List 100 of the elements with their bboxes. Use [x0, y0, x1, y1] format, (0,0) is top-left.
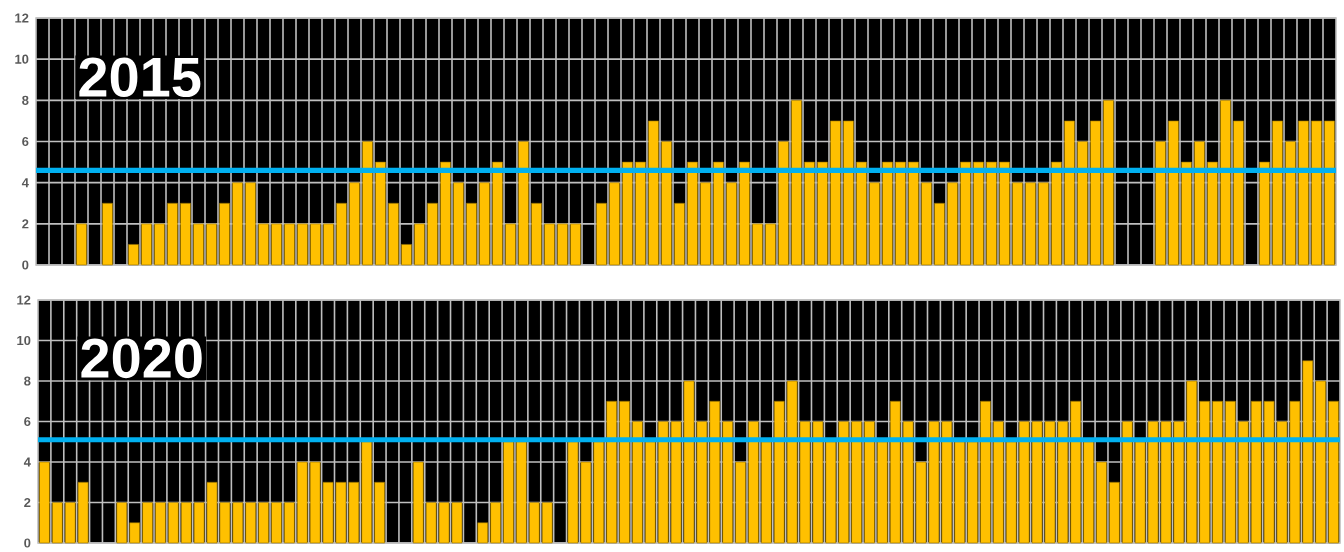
y-tick-label: 8 — [24, 376, 31, 386]
text: 2015 — [79, 57, 201, 98]
bar — [804, 161, 815, 266]
bar — [490, 502, 501, 544]
bar — [336, 202, 347, 266]
bar — [541, 502, 553, 544]
bar — [726, 182, 737, 266]
bar — [168, 502, 179, 544]
bar — [518, 141, 529, 266]
bar — [700, 182, 711, 266]
bar — [713, 161, 724, 266]
bar — [596, 202, 607, 266]
bar — [895, 161, 906, 266]
bar — [466, 202, 477, 266]
bar — [477, 522, 489, 544]
bar — [1225, 400, 1236, 544]
bar — [1096, 461, 1107, 544]
bar — [1025, 182, 1036, 266]
bar — [1238, 421, 1249, 544]
bar — [980, 400, 991, 544]
bar — [167, 202, 178, 266]
y-tick-label: 0 — [22, 260, 29, 270]
bar — [516, 441, 527, 544]
bar — [606, 400, 617, 544]
bar — [748, 421, 759, 544]
y-tick-label: 10 — [17, 335, 31, 346]
bar — [557, 223, 568, 266]
bar — [503, 441, 514, 544]
bar — [1259, 161, 1270, 266]
bar — [1212, 400, 1223, 544]
bar — [544, 223, 555, 266]
bar — [1194, 141, 1205, 266]
bar — [479, 182, 490, 266]
bar — [851, 421, 862, 544]
bar — [1012, 182, 1023, 266]
bar — [116, 502, 128, 544]
bar — [999, 161, 1010, 266]
bar — [1311, 120, 1322, 266]
bar — [622, 161, 633, 266]
bar — [661, 141, 672, 266]
bar — [1051, 161, 1062, 266]
bar — [1038, 182, 1049, 266]
y-tick-label: 12 — [17, 295, 31, 305]
bar — [258, 223, 269, 266]
bar — [908, 161, 919, 266]
bar — [817, 161, 828, 266]
y-tick-label: 4 — [21, 178, 29, 188]
bar — [739, 161, 750, 266]
bar — [206, 223, 217, 266]
y-tick-label: 6 — [22, 136, 29, 147]
bar — [1328, 400, 1339, 544]
bar — [778, 141, 789, 266]
bar — [154, 223, 165, 266]
bar — [1220, 100, 1231, 266]
bar — [128, 244, 139, 266]
bar — [1233, 120, 1244, 266]
bar — [864, 421, 875, 544]
bar — [245, 502, 257, 544]
bar — [1181, 161, 1192, 266]
bar — [375, 161, 386, 266]
bar — [362, 141, 373, 266]
y-tick-label: 4 — [23, 457, 31, 467]
bar — [284, 502, 295, 544]
bar — [155, 502, 166, 544]
bar — [856, 161, 867, 266]
bar — [76, 223, 87, 266]
bar — [735, 461, 746, 544]
bar — [284, 223, 295, 266]
bar — [761, 441, 772, 544]
y-tick-label: 0 — [24, 538, 31, 548]
bar — [1121, 421, 1133, 544]
bar — [722, 421, 734, 544]
bar — [973, 161, 984, 266]
bar — [141, 223, 152, 266]
bar — [1090, 120, 1101, 266]
bar — [947, 182, 958, 266]
bar — [492, 161, 503, 266]
bar — [648, 120, 659, 266]
bar — [1298, 120, 1309, 266]
bar — [219, 202, 230, 266]
bar — [869, 182, 880, 266]
bar — [635, 161, 646, 266]
bar — [531, 202, 542, 266]
bar — [505, 223, 516, 266]
y-tick-label: 10 — [15, 54, 29, 64]
bar — [1083, 441, 1094, 544]
bar — [687, 161, 698, 266]
bar — [180, 202, 191, 266]
bar — [52, 502, 63, 544]
bar — [632, 421, 643, 544]
bar — [921, 182, 932, 266]
y-tick-label: 8 — [22, 95, 29, 105]
y-tick-label: 2 — [24, 497, 31, 508]
bar — [877, 441, 888, 544]
bar — [1168, 120, 1179, 266]
y-tick-label: 2 — [22, 219, 29, 229]
bar — [882, 161, 893, 266]
bar — [1285, 141, 1296, 266]
bar — [830, 120, 841, 266]
bar — [1272, 120, 1283, 266]
